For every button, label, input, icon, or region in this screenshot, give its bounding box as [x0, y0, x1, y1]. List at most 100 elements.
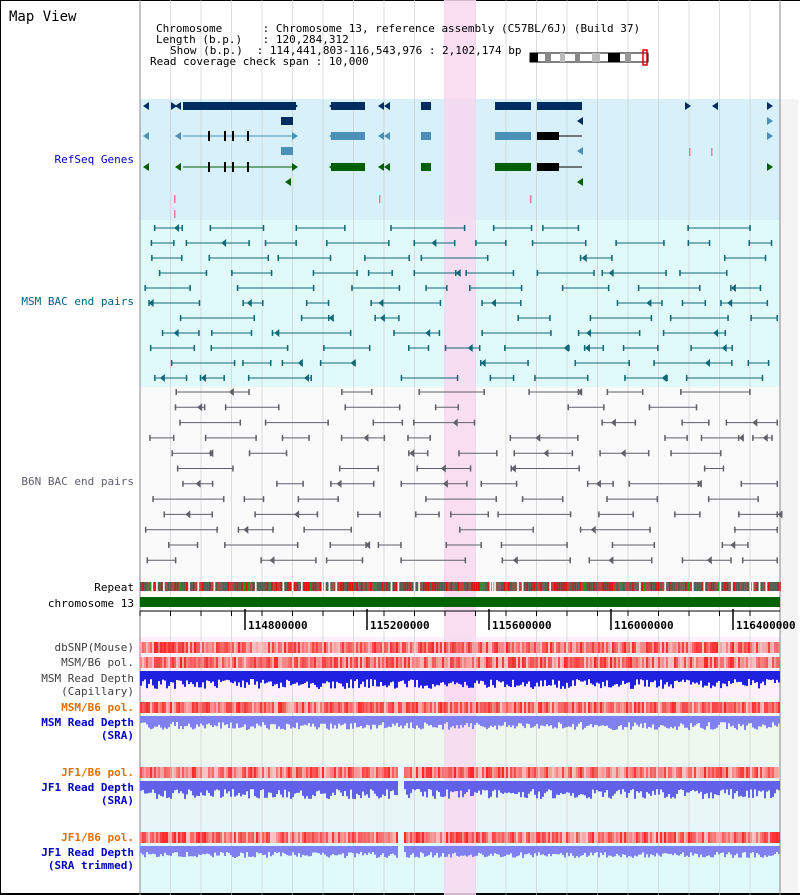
- msm-bac-pair-end: [185, 240, 188, 246]
- repeat-mark: [399, 582, 402, 591]
- jf1-sra-depth: [256, 781, 258, 798]
- msm-b6-pol-mark: [532, 657, 534, 668]
- repeat-mark: [335, 582, 338, 591]
- track-label-refseq[interactable]: RefSeq Genes: [54, 153, 134, 166]
- jf1-trim-depth: [190, 846, 192, 857]
- repeat-mark: [508, 582, 510, 591]
- jf1-sra-depth: [432, 781, 434, 797]
- dbsnp-mark: [698, 642, 700, 653]
- jf1-sra-depth: [476, 781, 478, 793]
- strand-arrow: [378, 163, 384, 171]
- msm-sra-depth: [612, 716, 614, 730]
- msm-capillary-depth: [762, 671, 764, 682]
- msm-sra-depth: [566, 716, 568, 728]
- msm-bac-pair-end: [211, 330, 213, 336]
- msm-bac-pair-end: [253, 315, 256, 321]
- jf1-b6-pol-trim-mark: [738, 832, 740, 843]
- msm-capillary-depth: [310, 671, 312, 684]
- dbsnp-mark: [402, 642, 404, 653]
- msm-capillary-depth: [744, 671, 746, 686]
- b6n-bac-pair-end: [379, 511, 381, 518]
- length-value: 120,284,312: [275, 33, 349, 46]
- b6n-bac-pair-end: [152, 496, 154, 503]
- msm-capillary-depth: [644, 671, 646, 687]
- b6n-bac-pair-end: [586, 480, 589, 487]
- jf1-b6-pol-trim-mark: [742, 832, 744, 843]
- jf1-b6-pol-mark: [490, 767, 492, 778]
- jf1-trim-depth: [338, 846, 340, 855]
- msm-b6-pol-mark: [262, 657, 264, 668]
- msm-b6-pol-sra-mark: [386, 702, 388, 713]
- msm-b6-pol-mark: [238, 657, 240, 668]
- msm-b6-pol-sra-mark: [476, 702, 478, 713]
- jf1-b6-pol-trim-mark: [238, 832, 240, 843]
- repeat-mark: [579, 582, 581, 591]
- msm-bac-pair-end: [193, 345, 196, 351]
- msm-b6-pol-sra-mark: [278, 702, 280, 713]
- msm-capillary-depth: [220, 671, 222, 682]
- jf1-b6-pol-mark: [642, 767, 644, 778]
- dbsnp-mark: [748, 642, 750, 653]
- msm-capillary-depth: [456, 671, 458, 683]
- repeat-mark: [151, 582, 154, 591]
- jf1-b6-pol-mark: [686, 767, 688, 778]
- msm-b6-pol-sra-mark: [668, 702, 670, 713]
- msm-b6-pol-sra-mark: [658, 702, 660, 713]
- repeat-mark: [232, 582, 234, 591]
- dbsnp-mark: [550, 642, 552, 653]
- track-label-b6n-bac[interactable]: B6N BAC end pairs: [21, 475, 134, 488]
- msm-bac-pair-end: [400, 375, 403, 381]
- track-label-msm-bac[interactable]: MSM BAC end pairs: [21, 295, 134, 308]
- jf1-b6-pol-mark: [326, 767, 328, 778]
- jf1-trim-depth: [396, 846, 398, 858]
- repeat-mark: [478, 582, 480, 591]
- jf1-b6-pol-mark: [624, 767, 626, 778]
- jf1-b6-pol-mark: [546, 767, 548, 778]
- msm-capillary-depth: [430, 671, 432, 689]
- jf1-b6-pol-mark: [692, 767, 694, 778]
- jf1-sra-depth: [484, 781, 486, 791]
- msm-capillary-depth: [572, 671, 574, 681]
- jf1-sra-depth: [358, 781, 360, 796]
- msm-capillary-depth: [176, 671, 178, 681]
- jf1-trim-depth: [394, 846, 396, 856]
- msm-bac-pair-arrow: [467, 344, 473, 352]
- jf1-trim-depth: [428, 846, 430, 856]
- msm-b6-pol-sra-mark: [632, 702, 634, 713]
- jf1-trim-depth: [718, 846, 720, 855]
- msm-b6-pol-sra-mark: [140, 702, 142, 713]
- dbsnp-mark: [636, 642, 638, 653]
- dbsnp-mark: [624, 642, 626, 653]
- msm-b6-pol-sra-mark: [624, 702, 626, 713]
- jf1-sra-depth: [258, 781, 260, 799]
- b6n-bac-pair-end: [648, 404, 651, 411]
- dbsnp-mark: [668, 642, 670, 653]
- msm-b6-pol-sra-mark: [438, 702, 440, 713]
- repeat-mark: [234, 582, 236, 591]
- msm-capillary-depth: [570, 671, 572, 687]
- msm-sra-depth: [526, 716, 528, 724]
- repeat-mark: [351, 582, 354, 591]
- strand-arrow: [767, 102, 773, 110]
- jf1-trim-depth: [644, 846, 646, 858]
- jf1-trim-depth: [266, 846, 268, 858]
- jf1-trim-depth: [172, 846, 174, 854]
- repeat-mark: [450, 582, 453, 591]
- msm-sra-depth: [364, 716, 366, 728]
- dbsnp-mark: [614, 642, 616, 653]
- b6n-bac-pair-end: [315, 557, 317, 564]
- jf1-trim-depth: [766, 846, 768, 857]
- msm-b6-pol-mark: [232, 657, 234, 668]
- jf1-b6-pol-mark: [280, 767, 282, 778]
- msm-capillary-depth: [734, 671, 736, 680]
- jf1-b6-pol-trim-mark: [622, 832, 624, 843]
- jf1-trim-depth: [426, 846, 428, 857]
- dbsnp-mark: [758, 642, 760, 653]
- jf1-b6-pol-mark: [210, 767, 212, 778]
- jf1-trim-depth: [230, 846, 232, 855]
- jf1-trim-depth: [204, 846, 206, 855]
- jf1-b6-pol-trim-mark: [254, 832, 256, 843]
- jf1-b6-pol-trim-mark: [208, 832, 210, 843]
- jf1-sra-depth: [200, 781, 202, 793]
